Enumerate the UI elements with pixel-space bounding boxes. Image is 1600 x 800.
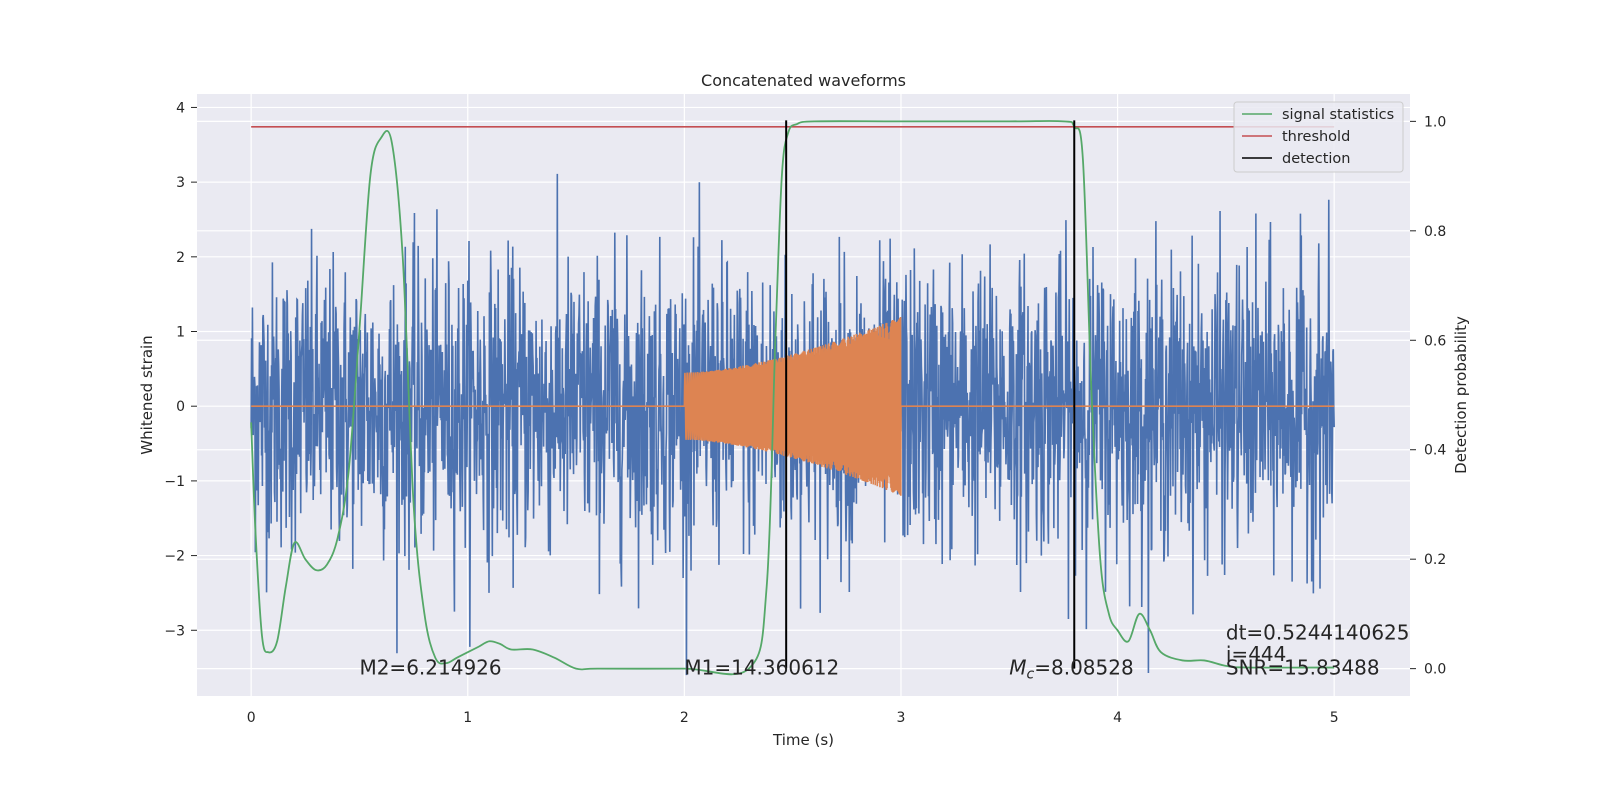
legend-label-signal-statistics: signal statistics (1282, 107, 1394, 123)
detection-series (785, 120, 1076, 669)
legend-label-threshold: threshold (1282, 129, 1350, 145)
annotation-text: M1=14.360612 (684, 656, 839, 680)
waveform-line (251, 316, 1335, 496)
x-tick-label: 0 (247, 710, 256, 726)
x-tick-label: 1 (463, 710, 472, 726)
y-left-tick-label: 3 (176, 175, 185, 191)
signal-statistics-line (250, 120, 1335, 676)
y-left-tick-label: −3 (164, 623, 185, 639)
x-axis-label: Time (s) (772, 731, 834, 749)
x-tick-label: 4 (1113, 710, 1122, 726)
x-tick-label: 2 (680, 710, 689, 726)
y-left-tick-label: 1 (176, 325, 185, 341)
waveform-series (251, 316, 1335, 496)
annotation-text: i=444 (1226, 642, 1287, 666)
x-tick-label: 3 (897, 710, 906, 726)
y-right-tick-label: 0.6 (1424, 333, 1446, 349)
y-axis-label-right: Detection probability (1452, 316, 1470, 474)
chart-title: Concatenated waveforms (701, 71, 906, 90)
axis-ticks: 0 1 2 3 4 5 −3 −2 −1 0 1 2 3 4 0.0 0.2 0.4 0.6 0.8 1.0 (164, 100, 1446, 726)
y-left-tick-label: 2 (176, 250, 185, 266)
legend-box (1233, 101, 1404, 173)
y-right-tick-label: 0.2 (1424, 552, 1446, 568)
y-axis-label-left: Whitened strain (138, 335, 156, 454)
signal-statistics-series (250, 120, 1335, 676)
y-left-tick-label: −2 (164, 549, 185, 565)
x-tick-label: 5 (1330, 710, 1339, 726)
annotation-text: M2=6.214926 (359, 656, 501, 680)
y-right-tick-label: 1.0 (1424, 114, 1446, 130)
y-left-tick-label: −1 (164, 474, 185, 490)
y-right-tick-label: 0.8 (1424, 224, 1446, 240)
annotations: M2=6.214926 M1=14.360612 Mc=8.08528 dt=0.52… (359, 621, 1409, 683)
annotation-text: SNR=15.83488 (1226, 656, 1380, 680)
annotation-text: dt=0.5244140625 (1226, 621, 1410, 645)
y-left-tick-label: 4 (176, 100, 185, 116)
y-right-tick-label: 0.0 (1424, 662, 1446, 678)
legend-label-detection: detection (1282, 151, 1350, 167)
legend: signal statistics threshold detection (1233, 101, 1404, 173)
y-right-tick-label: 0.4 (1424, 443, 1446, 459)
annotation-text: Mc=8.08528 (1009, 656, 1133, 683)
y-left-tick-label: 0 (176, 399, 185, 415)
